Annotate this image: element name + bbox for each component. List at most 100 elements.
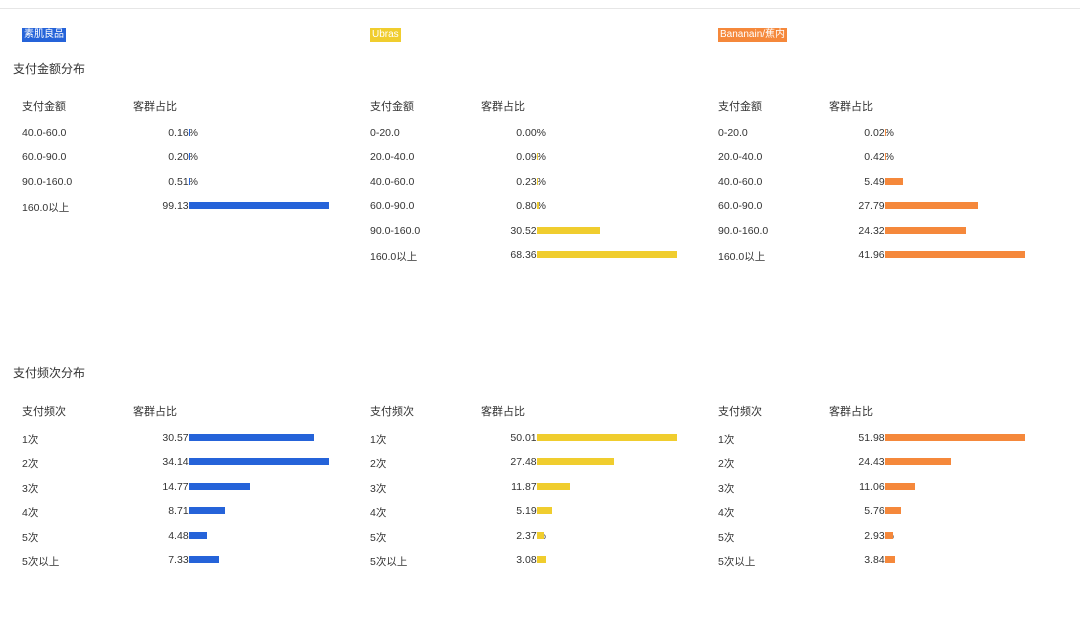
bar-row: 40.0-60.0 0.23% bbox=[370, 176, 710, 190]
share-bar bbox=[189, 458, 329, 466]
column-header-category: 支付频次 bbox=[718, 406, 762, 418]
share-bar bbox=[189, 202, 329, 210]
share-value-label: 0.02% bbox=[864, 127, 894, 139]
category-label: 60.0-90.0 bbox=[718, 200, 763, 213]
bar-row: 160.0以上 99.13% bbox=[22, 200, 362, 214]
bar-row: 160.0以上 68.36% bbox=[370, 249, 710, 263]
category-label: 0-20.0 bbox=[370, 127, 400, 139]
category-label: 2次 bbox=[22, 458, 39, 471]
share-bar bbox=[537, 458, 614, 466]
category-label: 5次 bbox=[370, 531, 387, 544]
share-value-label: 0.80% bbox=[516, 200, 546, 213]
share-bar bbox=[885, 153, 887, 161]
brand-tag-sujiliangpin: 素肌良品 bbox=[22, 28, 66, 42]
bar-row: 1次 30.57% bbox=[22, 432, 362, 446]
freq-panel-bananain: 支付频次 客群占比 1次 51.98% 2次 24.43% 3次 11.06% 4次 5.76% 5… bbox=[718, 403, 1058, 603]
share-bar bbox=[885, 482, 915, 490]
share-bar bbox=[189, 556, 220, 563]
bar-row: 160.0以上 41.96% bbox=[718, 249, 1058, 263]
share-bar bbox=[885, 177, 904, 185]
category-label: 60.0-90.0 bbox=[370, 200, 415, 213]
column-header-share: 客群占比 bbox=[829, 406, 873, 418]
bar-row: 5次 2.93% bbox=[718, 530, 1058, 544]
freq-panel-sujiliangpin: 支付频次 客群占比 1次 30.57% 2次 34.14% 3次 14.77% 4次 8.71% 5… bbox=[22, 403, 362, 603]
amount-panel-sujiliangpin: 支付金额 客群占比 40.0-60.0 0.16% 60.0-90.0 0.20% 90.0… bbox=[22, 98, 362, 298]
bar-row: 0-20.0 0.02% bbox=[718, 127, 1058, 141]
share-value-label: 0.20% bbox=[168, 151, 198, 164]
bar-row: 0-20.0 0.00% bbox=[370, 127, 710, 141]
column-header-share: 客群占比 bbox=[481, 101, 525, 113]
share-bar bbox=[885, 507, 901, 515]
bar-row: 90.0-160.0 24.32% bbox=[718, 225, 1058, 239]
freq-section-title: 支付频次分布 bbox=[13, 366, 86, 380]
bar-row: 4次 5.76% bbox=[718, 505, 1058, 519]
column-header-share: 客群占比 bbox=[829, 101, 873, 113]
category-label: 1次 bbox=[718, 434, 735, 446]
bar-row: 5次以上 3.84% bbox=[718, 554, 1058, 568]
category-label: 3次 bbox=[22, 482, 39, 495]
bar-row: 1次 51.98% bbox=[718, 432, 1058, 446]
share-bar bbox=[537, 434, 677, 441]
category-label: 90.0-160.0 bbox=[718, 224, 769, 237]
column-header-category: 支付频次 bbox=[370, 406, 414, 418]
category-label: 90.0-160.0 bbox=[370, 224, 421, 237]
freq-panel-ubras: 支付频次 客群占比 1次 50.01% 2次 27.48% 3次 11.87% 4次 5.19% 5… bbox=[370, 403, 710, 603]
category-label: 0-20.0 bbox=[718, 127, 748, 139]
brand-tag-ubras: Ubras bbox=[370, 28, 401, 42]
share-bar bbox=[885, 458, 951, 466]
bar-row: 3次 11.06% bbox=[718, 481, 1058, 495]
share-bar bbox=[189, 507, 225, 515]
column-header-share: 客群占比 bbox=[133, 101, 177, 113]
share-bar bbox=[885, 531, 893, 539]
share-value-label: 0.09% bbox=[516, 151, 546, 164]
category-label: 90.0-160.0 bbox=[22, 175, 73, 188]
share-bar bbox=[537, 202, 539, 210]
share-bar bbox=[537, 531, 544, 539]
category-label: 20.0-40.0 bbox=[718, 151, 763, 164]
category-label: 40.0-60.0 bbox=[718, 175, 763, 188]
bar-row: 60.0-90.0 0.80% bbox=[370, 200, 710, 214]
bar-row: 2次 27.48% bbox=[370, 456, 710, 470]
category-label: 5次以上 bbox=[370, 556, 408, 568]
share-bar bbox=[885, 226, 967, 234]
bar-row: 40.0-60.0 5.49% bbox=[718, 176, 1058, 190]
share-value-label: 0.23% bbox=[516, 175, 546, 188]
bar-row: 40.0-60.0 0.16% bbox=[22, 127, 362, 141]
share-bar bbox=[537, 482, 571, 490]
share-bar bbox=[537, 251, 677, 258]
amount-panel-ubras: 支付金额 客群占比 0-20.0 0.00% 20.0-40.0 0.09% 40.0-60… bbox=[370, 98, 710, 298]
bar-row: 1次 50.01% bbox=[370, 432, 710, 446]
category-label: 5次以上 bbox=[22, 556, 60, 568]
share-bar bbox=[885, 202, 978, 210]
bar-row: 5次以上 7.33% bbox=[22, 554, 362, 568]
bar-row: 4次 8.71% bbox=[22, 505, 362, 519]
bar-row: 3次 14.77% bbox=[22, 481, 362, 495]
top-divider bbox=[0, 8, 1080, 9]
bar-row: 20.0-40.0 0.42% bbox=[718, 151, 1058, 165]
share-bar bbox=[885, 251, 1025, 258]
category-label: 160.0以上 bbox=[370, 251, 418, 263]
bar-row: 20.0-40.0 0.09% bbox=[370, 151, 710, 165]
share-bar bbox=[885, 434, 1025, 441]
category-label: 40.0-60.0 bbox=[370, 175, 415, 188]
bar-row: 2次 24.43% bbox=[718, 456, 1058, 470]
share-value-label: 0.16% bbox=[168, 127, 198, 139]
bar-row: 60.0-90.0 27.79% bbox=[718, 200, 1058, 214]
category-label: 5次以上 bbox=[718, 556, 756, 568]
bar-row: 4次 5.19% bbox=[370, 505, 710, 519]
bar-row: 60.0-90.0 0.20% bbox=[22, 151, 362, 165]
category-label: 60.0-90.0 bbox=[22, 151, 67, 164]
amount-panel-bananain: 支付金额 客群占比 0-20.0 0.02% 20.0-40.0 0.42% 40.0-60… bbox=[718, 98, 1058, 298]
category-label: 40.0-60.0 bbox=[22, 127, 67, 139]
category-label: 4次 bbox=[22, 507, 39, 520]
column-header-category: 支付频次 bbox=[22, 406, 66, 418]
share-bar bbox=[537, 507, 552, 515]
bar-row: 3次 11.87% bbox=[370, 481, 710, 495]
category-label: 2次 bbox=[370, 458, 387, 471]
category-label: 3次 bbox=[718, 482, 735, 495]
category-label: 2次 bbox=[718, 458, 735, 471]
category-label: 4次 bbox=[370, 507, 387, 520]
category-label: 160.0以上 bbox=[22, 202, 70, 215]
share-bar bbox=[189, 177, 190, 185]
bar-row: 90.0-160.0 0.51% bbox=[22, 176, 362, 190]
